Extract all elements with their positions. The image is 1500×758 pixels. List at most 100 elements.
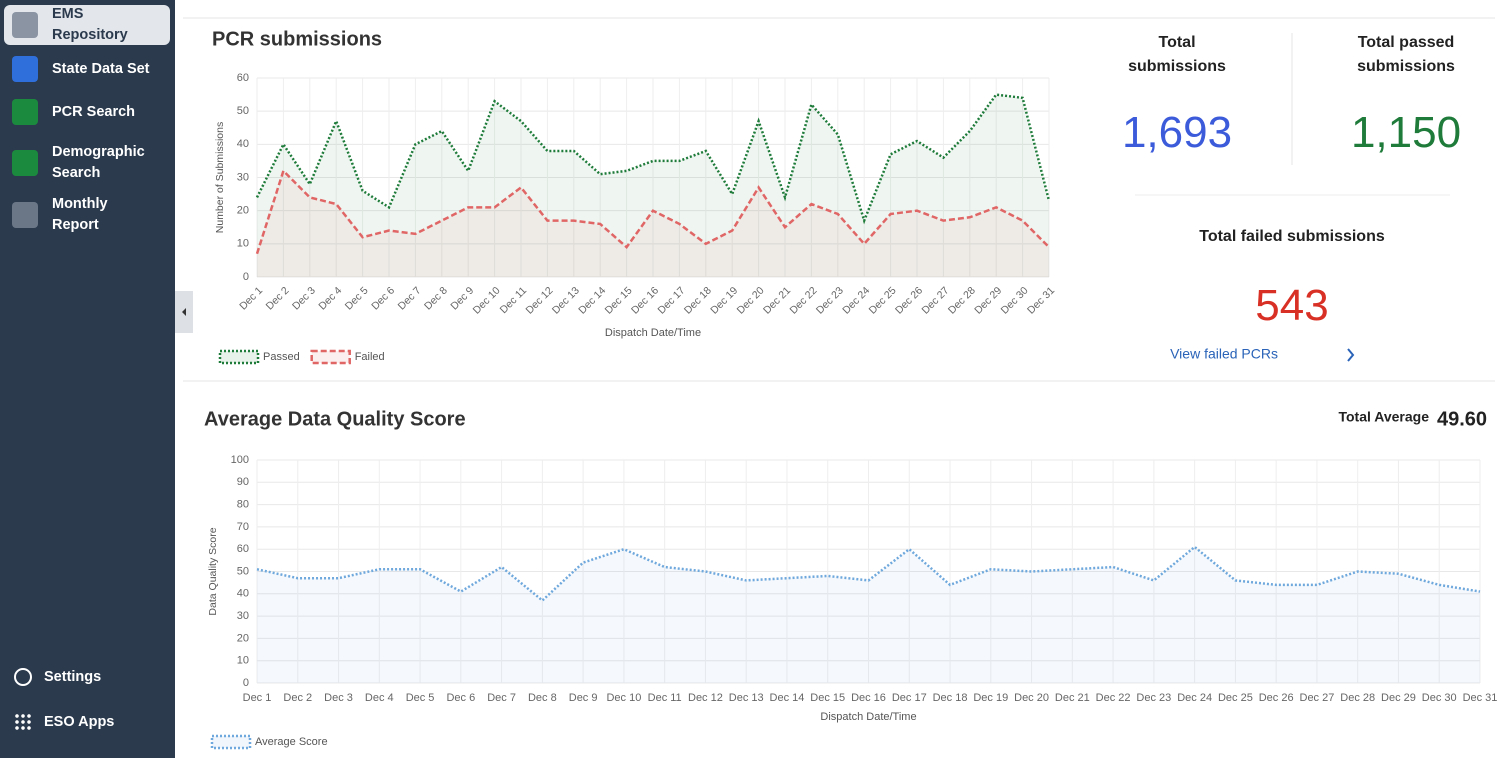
x-tick-label: Dec 31: [1463, 692, 1498, 704]
y-tick-label: 60: [237, 543, 249, 555]
legend-label: Failed: [355, 351, 385, 363]
y-tick-label: 50: [237, 565, 249, 577]
x-tick-label: Dec 10: [471, 284, 503, 316]
y-tick-label: 10: [237, 655, 249, 667]
stat-label: Total submissions: [1128, 34, 1226, 75]
x-tick-label: Dec 16: [851, 692, 886, 704]
x-tick-label: Dec 30: [1422, 692, 1457, 704]
x-tick-label: Dec 11: [498, 284, 530, 316]
legend-label: Average Score: [255, 736, 328, 748]
x-tick-label: Dec 5: [343, 284, 371, 312]
x-tick-label: Dec 27: [1300, 692, 1335, 704]
x-tick-label: Dec 6: [446, 692, 475, 704]
collapse-tab[interactable]: [175, 291, 193, 333]
chart-title: Average Data Quality Score: [204, 408, 466, 430]
x-tick-label: Dec 24: [840, 284, 872, 316]
legend-label: Passed: [263, 351, 300, 363]
total-average-label: Total Average: [1338, 409, 1429, 425]
x-tick-label: Dec 29: [1381, 692, 1416, 704]
x-tick-label: Dec 30: [999, 284, 1031, 316]
y-tick-label: 50: [237, 105, 249, 117]
y-tick-label: 0: [243, 677, 249, 689]
x-tick-label: Dec 21: [1055, 692, 1090, 704]
nav-label: Demographic Search: [52, 144, 145, 181]
chart-title: PCR submissions: [212, 28, 382, 50]
x-tick-label: Dec 15: [603, 284, 635, 316]
x-tick-label: Dec 17: [655, 284, 687, 316]
y-tick-label: 20: [237, 632, 249, 644]
legend-swatch: [218, 349, 260, 365]
nav-item[interactable]: PCR Search: [4, 98, 170, 126]
nav-item[interactable]: Settings: [4, 665, 170, 689]
x-tick-label: Dec 11: [648, 692, 682, 704]
main-area: Total Average 49.60 View failed PCRs PCR…: [183, 17, 1498, 750]
stat-value: 1,693: [1121, 108, 1233, 157]
y-tick-label: 0: [243, 271, 249, 283]
series-line: [255, 93, 1051, 225]
sidebar: EMS Repository State Data Set PCR Search…: [0, 0, 175, 758]
x-tick-label: Dec 28: [946, 284, 978, 316]
y-tick-label: 30: [237, 171, 249, 183]
x-tick-label: Dec 4: [316, 284, 344, 312]
x-tick-label: Dec 24: [1177, 692, 1212, 704]
x-tick-label: Dec 20: [735, 284, 767, 316]
x-tick-label: Dec 26: [1259, 692, 1294, 704]
nav-label: Monthly Report: [52, 196, 108, 233]
y-tick-label: 100: [231, 454, 249, 466]
x-tick-label: Dec 12: [523, 284, 555, 316]
x-tick-label: Dec 25: [1218, 692, 1253, 704]
nav-item[interactable]: Demographic Search: [4, 142, 170, 184]
y-tick-label: 60: [237, 72, 249, 84]
stat-label: Total passed submissions: [1357, 34, 1455, 75]
nav-label: Settings: [44, 668, 102, 685]
x-tick-label: Dec 3: [324, 692, 353, 704]
x-tick-label: Dec 14: [576, 284, 608, 316]
stat-value: 543: [1255, 281, 1329, 330]
x-tick-label: Dec 12: [688, 692, 723, 704]
nav-item[interactable]: ESO Apps: [4, 710, 170, 734]
y-axis-label: Number of Submissions: [214, 122, 226, 233]
y-tick-label: 30: [237, 610, 249, 622]
x-axis-label: Dispatch Date/Time: [605, 327, 701, 339]
y-tick-label: 90: [237, 476, 249, 488]
x-tick-label: Dec 19: [708, 284, 740, 316]
stat-label: Total failed submissions: [1199, 228, 1385, 245]
view-failed-link[interactable]: View failed PCRs: [1170, 346, 1278, 362]
nav-label: PCR Search: [52, 103, 136, 120]
nav-item[interactable]: State Data Set: [4, 55, 170, 83]
x-tick-label: Dec 22: [787, 284, 819, 316]
nav-label: State Data Set: [52, 60, 150, 77]
x-tick-label: Dec 2: [264, 284, 292, 312]
x-tick-label: Dec 14: [770, 692, 805, 704]
x-tick-label: Dec 1: [243, 692, 272, 704]
series-line: [256, 545, 1481, 603]
x-tick-label: Dec 16: [629, 284, 661, 316]
x-tick-label: Dec 21: [761, 284, 793, 316]
x-axis-label: Dispatch Date/Time: [820, 711, 916, 723]
nav-item[interactable]: Monthly Report: [4, 196, 170, 233]
nav-item[interactable]: EMS Repository: [4, 5, 170, 45]
y-tick-label: 40: [237, 588, 249, 600]
x-tick-label: Dec 7: [396, 284, 424, 312]
x-tick-label: Dec 2: [283, 692, 312, 704]
y-tick-label: 40: [237, 138, 249, 150]
x-tick-label: Dec 1: [237, 284, 265, 312]
x-tick-label: Dec 7: [487, 692, 516, 704]
x-tick-label: Dec 3: [290, 284, 318, 312]
x-tick-label: Dec 26: [893, 284, 925, 316]
area-fill: [257, 546, 1480, 683]
area-fill: [257, 170, 1049, 277]
x-tick-label: Dec 17: [892, 692, 927, 704]
series-line: [255, 168, 1050, 255]
x-tick-label: Dec 28: [1340, 692, 1375, 704]
x-tick-label: Dec 25: [867, 284, 899, 316]
x-tick-label: Dec 9: [569, 692, 598, 704]
x-tick-label: Dec 4: [365, 692, 394, 704]
x-tick-label: Dec 29: [972, 284, 1004, 316]
x-tick-label: Dec 27: [919, 284, 951, 316]
x-tick-label: Dec 18: [933, 692, 968, 704]
y-tick-label: 80: [237, 499, 249, 511]
x-tick-label: Dec 6: [369, 284, 397, 312]
y-tick-label: 20: [237, 205, 249, 217]
